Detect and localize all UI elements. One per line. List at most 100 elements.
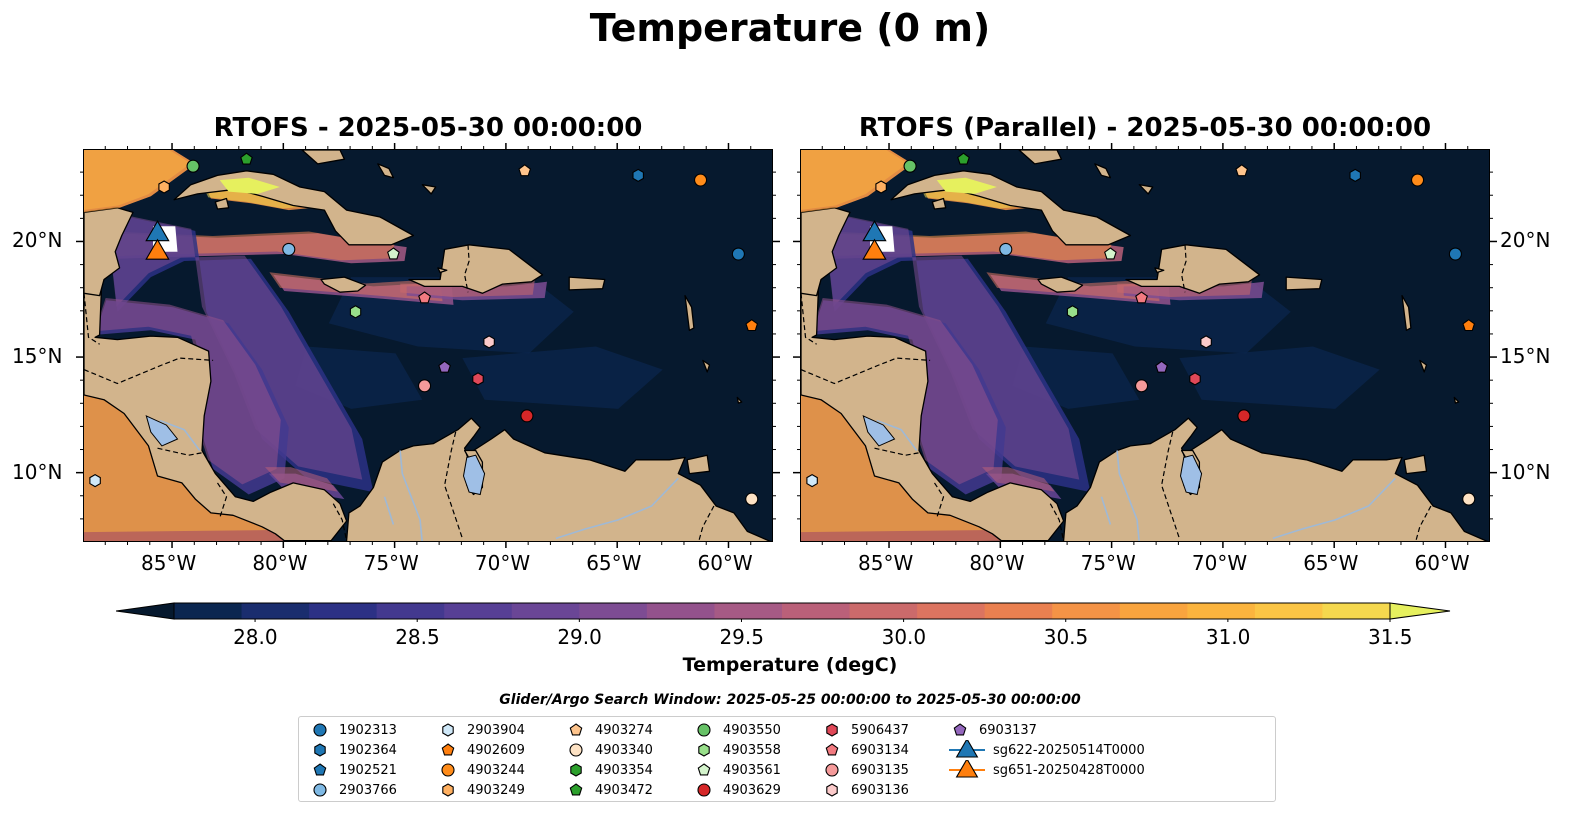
legend-marker bbox=[953, 723, 967, 736]
legend-marker bbox=[697, 763, 711, 776]
country-border bbox=[84, 357, 214, 385]
legend-marker-icon bbox=[570, 763, 582, 777]
colorbar-tick-label: 28.5 bbox=[395, 625, 440, 649]
legend-label: 6903135 bbox=[851, 762, 909, 778]
land-pr-east bbox=[684, 294, 695, 331]
land-jamaica bbox=[320, 276, 367, 293]
colorbar-label: Temperature (degC) bbox=[682, 654, 898, 676]
legend-item: 2903766 bbox=[309, 780, 397, 800]
legend-label: 1902364 bbox=[339, 742, 397, 758]
platform-marker-sg651-20250428T0000 bbox=[145, 238, 170, 260]
legend-marker bbox=[697, 723, 711, 737]
land-isla-juventud bbox=[214, 197, 230, 210]
platform-marker-4903629 bbox=[1237, 409, 1251, 423]
legend-item: 4903274 bbox=[565, 720, 653, 740]
land-gonave bbox=[1154, 267, 1165, 274]
legend-item: 4903558 bbox=[693, 740, 781, 760]
lake bbox=[145, 414, 179, 447]
legend-label: 4903244 bbox=[467, 762, 525, 778]
land-bahamas3 bbox=[421, 184, 437, 195]
legend-label: sg651-20250428T0000 bbox=[993, 762, 1145, 778]
colorbar-tick-label: 28.0 bbox=[233, 625, 278, 649]
platform-marker-6903136 bbox=[1200, 335, 1212, 349]
colorbar-segment bbox=[1119, 603, 1188, 619]
land-yucatan-w bbox=[84, 207, 134, 297]
legend-label: sg622-20250514T0000 bbox=[993, 742, 1145, 758]
land-puerto-rico bbox=[568, 276, 606, 291]
platform-marker-4903472 bbox=[240, 152, 253, 165]
legend-marker bbox=[570, 763, 582, 777]
legend-marker bbox=[569, 723, 583, 736]
platform-marker-1902364 bbox=[632, 168, 644, 183]
legend-label: 6903134 bbox=[851, 742, 909, 758]
sst-core-pacific bbox=[84, 390, 277, 533]
legend-marker bbox=[314, 743, 326, 757]
legend-item: 1902364 bbox=[309, 740, 397, 760]
platform-marker-4903561 bbox=[1104, 247, 1117, 260]
legend-marker bbox=[826, 723, 838, 737]
colorbar-extend-max bbox=[1389, 602, 1451, 620]
legend-marker bbox=[697, 783, 711, 797]
legend-item: 4903244 bbox=[437, 760, 525, 780]
colorbar-segment bbox=[849, 603, 918, 619]
river bbox=[399, 450, 423, 541]
legend-marker-icon bbox=[569, 783, 583, 796]
legend-marker bbox=[698, 743, 710, 757]
legend-marker bbox=[441, 743, 455, 756]
platform-marker-2903904 bbox=[806, 473, 818, 488]
panel-title-rtofs: RTOFS - 2025-05-30 00:00:00 bbox=[213, 113, 643, 143]
platform-marker-4903558 bbox=[349, 305, 362, 319]
legend-marker-icon bbox=[698, 743, 710, 757]
sst-core-darien bbox=[982, 467, 1055, 492]
legend-item: 4903354 bbox=[565, 760, 653, 780]
legend-item: 4903249 bbox=[437, 780, 525, 800]
map-panel-rtofs bbox=[83, 149, 773, 542]
country-border bbox=[801, 357, 931, 385]
platform-marker-6903134 bbox=[1135, 291, 1148, 304]
legend-marker bbox=[825, 763, 839, 777]
platform-marker-6903136 bbox=[483, 335, 495, 349]
river bbox=[383, 496, 395, 525]
legend-marker-icon bbox=[313, 783, 327, 797]
legend-marker-icon bbox=[697, 723, 711, 737]
x-tick-label: 75°W bbox=[363, 551, 419, 575]
x-tick-label: 85°W bbox=[141, 551, 197, 575]
platform-marker-4903244 bbox=[693, 173, 708, 187]
x-tick-label: 80°W bbox=[252, 551, 308, 575]
sst-core-darien bbox=[265, 467, 338, 492]
platform-marker-2903766 bbox=[999, 242, 1013, 256]
colorbar-tick-label: 30.0 bbox=[881, 625, 927, 649]
land-bahamas2 bbox=[1094, 163, 1112, 179]
legend-marker-icon bbox=[825, 743, 839, 756]
legend-item: 1902313 bbox=[309, 720, 397, 740]
legend-item: 4903629 bbox=[693, 780, 781, 800]
y-tick-label-left: 20°N bbox=[12, 228, 63, 253]
river bbox=[159, 419, 201, 451]
x-tick-label: 70°W bbox=[474, 551, 531, 575]
platform-marker-4902609 bbox=[1462, 319, 1476, 332]
country-border bbox=[84, 293, 100, 345]
colorbar-segment bbox=[1187, 603, 1256, 619]
country-border bbox=[801, 293, 817, 345]
platform-marker-4903244 bbox=[1410, 173, 1425, 187]
legend-marker bbox=[442, 723, 454, 737]
land-jamaica bbox=[1037, 276, 1084, 293]
legend-item: 1902521 bbox=[309, 760, 397, 780]
legend-marker-icon bbox=[569, 743, 583, 757]
legend-marker bbox=[442, 783, 454, 797]
land-bahamas3 bbox=[1138, 184, 1154, 195]
legend-label: 4903354 bbox=[595, 762, 653, 778]
legend-marker-icon bbox=[825, 763, 839, 777]
land-bahamas2 bbox=[377, 163, 395, 179]
colorbar-segment bbox=[1254, 603, 1323, 619]
y-tick-label-right: 10°N bbox=[1500, 459, 1551, 484]
legend-marker bbox=[569, 743, 583, 757]
colorbar bbox=[116, 602, 1451, 622]
land-puerto-rico bbox=[1285, 276, 1323, 291]
river bbox=[1272, 477, 1396, 540]
lake bbox=[1179, 454, 1203, 496]
platform-marker-6903135 bbox=[1134, 379, 1149, 393]
colorbar-segment bbox=[579, 603, 648, 619]
legend-label: 4902609 bbox=[467, 742, 525, 758]
legend-label: 4903550 bbox=[723, 722, 781, 738]
